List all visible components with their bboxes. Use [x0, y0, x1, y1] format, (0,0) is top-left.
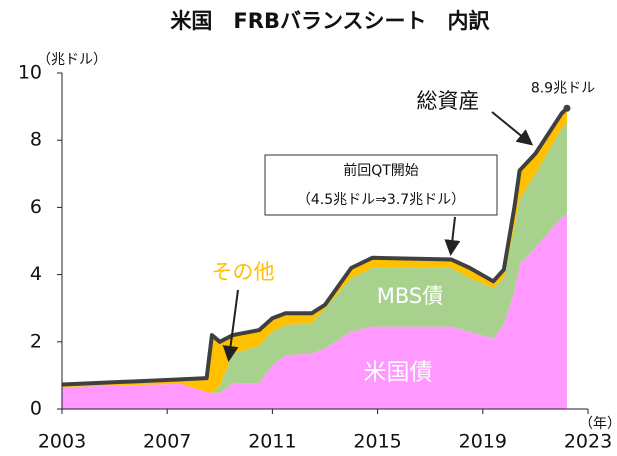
x-axis-label: （年）: [579, 416, 617, 432]
annotation-arrow: [444, 216, 461, 256]
annotation-arrow: [222, 289, 239, 362]
y-tick-label: 6: [30, 196, 42, 218]
y-axis-label: （兆ドル）: [37, 52, 107, 68]
area: [62, 123, 567, 393]
series-label: その他: [212, 260, 275, 284]
annotation-text: （4.5兆ドル⇒3.7兆ドル）: [297, 192, 465, 208]
series-label: 米国債: [364, 360, 433, 386]
x-tick-label: 2023: [564, 431, 612, 453]
end-point: [563, 104, 571, 112]
y-tick-label: 8: [30, 129, 42, 151]
x-tick-label: 2015: [353, 431, 401, 453]
chart-title: 米国 FRBバランスシート 内訳: [170, 9, 490, 33]
y-tick-label: 4: [30, 263, 42, 285]
annotation-arrow: [491, 111, 534, 146]
series-label: MBS債: [377, 284, 444, 308]
plot-area: 0 2 4 6 8 10 2003 2007 2011 2015 2019 2023: [18, 62, 612, 453]
value-label: 8.9兆ドル: [531, 80, 595, 96]
x-tick-label: 2007: [143, 431, 191, 453]
total-line: [61, 106, 569, 387]
x-tick-label: 2003: [38, 431, 86, 453]
y-tick-label: 2: [30, 330, 42, 352]
series-label: 総資産: [417, 89, 480, 113]
annotation-box: [264, 154, 498, 216]
annotation-text: 前回QT開始: [343, 162, 419, 179]
x-tick-label: 2019: [459, 431, 507, 453]
x-tick-label: 2011: [248, 431, 296, 453]
area: [62, 214, 567, 409]
y-tick-label: 10: [18, 62, 42, 84]
y-tick-label: 0: [30, 398, 42, 420]
